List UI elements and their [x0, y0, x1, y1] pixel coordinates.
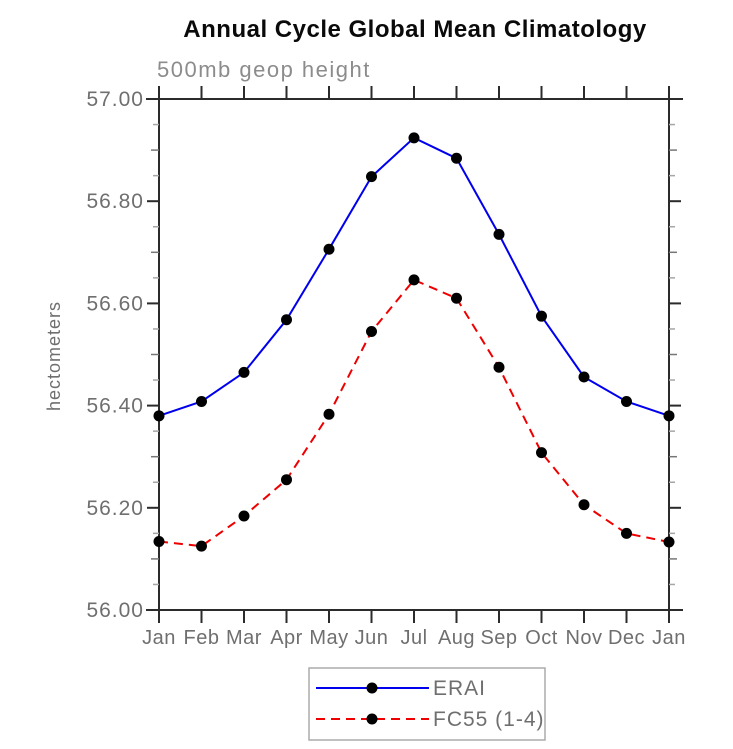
data-point-marker: [153, 410, 165, 422]
chart-subtitle: 500mb geop height: [157, 57, 371, 82]
data-point-marker: [323, 408, 335, 420]
legend-marker-dot: [366, 713, 378, 725]
legend: ERAI FC55 (1-4): [308, 667, 546, 741]
x-tick-label: Jan: [652, 627, 686, 649]
x-tick-label: Oct: [525, 627, 558, 649]
y-tick-label: 56.20: [86, 497, 144, 520]
data-point-marker: [578, 499, 590, 511]
legend-label-fc55: FC55 (1-4): [433, 708, 545, 731]
series-line-fc55: [158, 278, 670, 548]
data-point-marker: [153, 536, 165, 548]
data-point-marker: [366, 326, 377, 338]
x-tick-label: Sep: [480, 627, 517, 649]
x-axis-ticks: [158, 86, 670, 623]
data-point-marker: [196, 540, 207, 552]
x-tick-label: Jul: [400, 627, 427, 649]
legend-box: [308, 667, 546, 741]
data-point-marker: [663, 536, 675, 548]
data-point-marker: [621, 527, 632, 539]
data-series: [153, 132, 675, 552]
y-tick-label: 56.60: [86, 292, 144, 315]
y-axis-ticks: [147, 98, 681, 611]
data-point-marker: [493, 361, 505, 373]
x-axis-tick-labels: Jan Feb Mar Apr May Jun Jul Aug Sep Oct Nov Dec Jan: [142, 627, 686, 649]
chart-title: Annual Cycle Global Mean Climatology: [183, 16, 647, 43]
x-tick-label: Jun: [355, 627, 389, 649]
data-point-marker: [536, 447, 547, 459]
data-point-marker: [238, 366, 250, 378]
x-tick-label: May: [309, 627, 348, 649]
data-point-marker: [493, 228, 505, 240]
data-point-marker: [281, 474, 292, 486]
legend-marker-dot: [366, 682, 378, 694]
data-point-marker: [536, 310, 547, 322]
x-tick-label: Mar: [226, 627, 262, 649]
legend-label-erai: ERAI: [433, 677, 486, 700]
data-point-marker: [281, 314, 292, 326]
axes: [146, 98, 683, 611]
data-point-marker: [451, 152, 462, 164]
x-tick-label: Apr: [270, 627, 303, 649]
data-point-marker: [408, 274, 420, 286]
data-point-marker: [238, 510, 250, 522]
x-tick-label: Dec: [608, 627, 645, 649]
data-point-marker: [408, 132, 420, 144]
y-axis-title: hectometers: [44, 301, 64, 411]
data-point-marker: [196, 396, 207, 408]
y-tick-label: 57.00: [86, 88, 144, 111]
y-tick-label: 56.80: [86, 190, 144, 213]
data-point-marker: [621, 396, 632, 408]
y-tick-label: 56.40: [86, 395, 144, 418]
x-tick-label: Nov: [565, 627, 602, 649]
data-point-marker: [366, 171, 377, 183]
legend-item-fc55: FC55 (1-4): [316, 708, 545, 731]
y-tick-label: 56.00: [86, 599, 144, 622]
data-point-marker: [578, 371, 590, 383]
x-tick-label: Feb: [184, 627, 220, 649]
data-point-marker: [451, 292, 462, 304]
x-tick-label: Aug: [438, 627, 475, 649]
data-point-marker: [323, 243, 335, 255]
y-axis-tick-labels: 56.00 56.20 56.40 56.60 56.80 57.00: [86, 88, 144, 622]
data-point-marker: [663, 410, 675, 422]
x-tick-label: Jan: [142, 627, 176, 649]
legend-item-erai: ERAI: [316, 677, 486, 700]
